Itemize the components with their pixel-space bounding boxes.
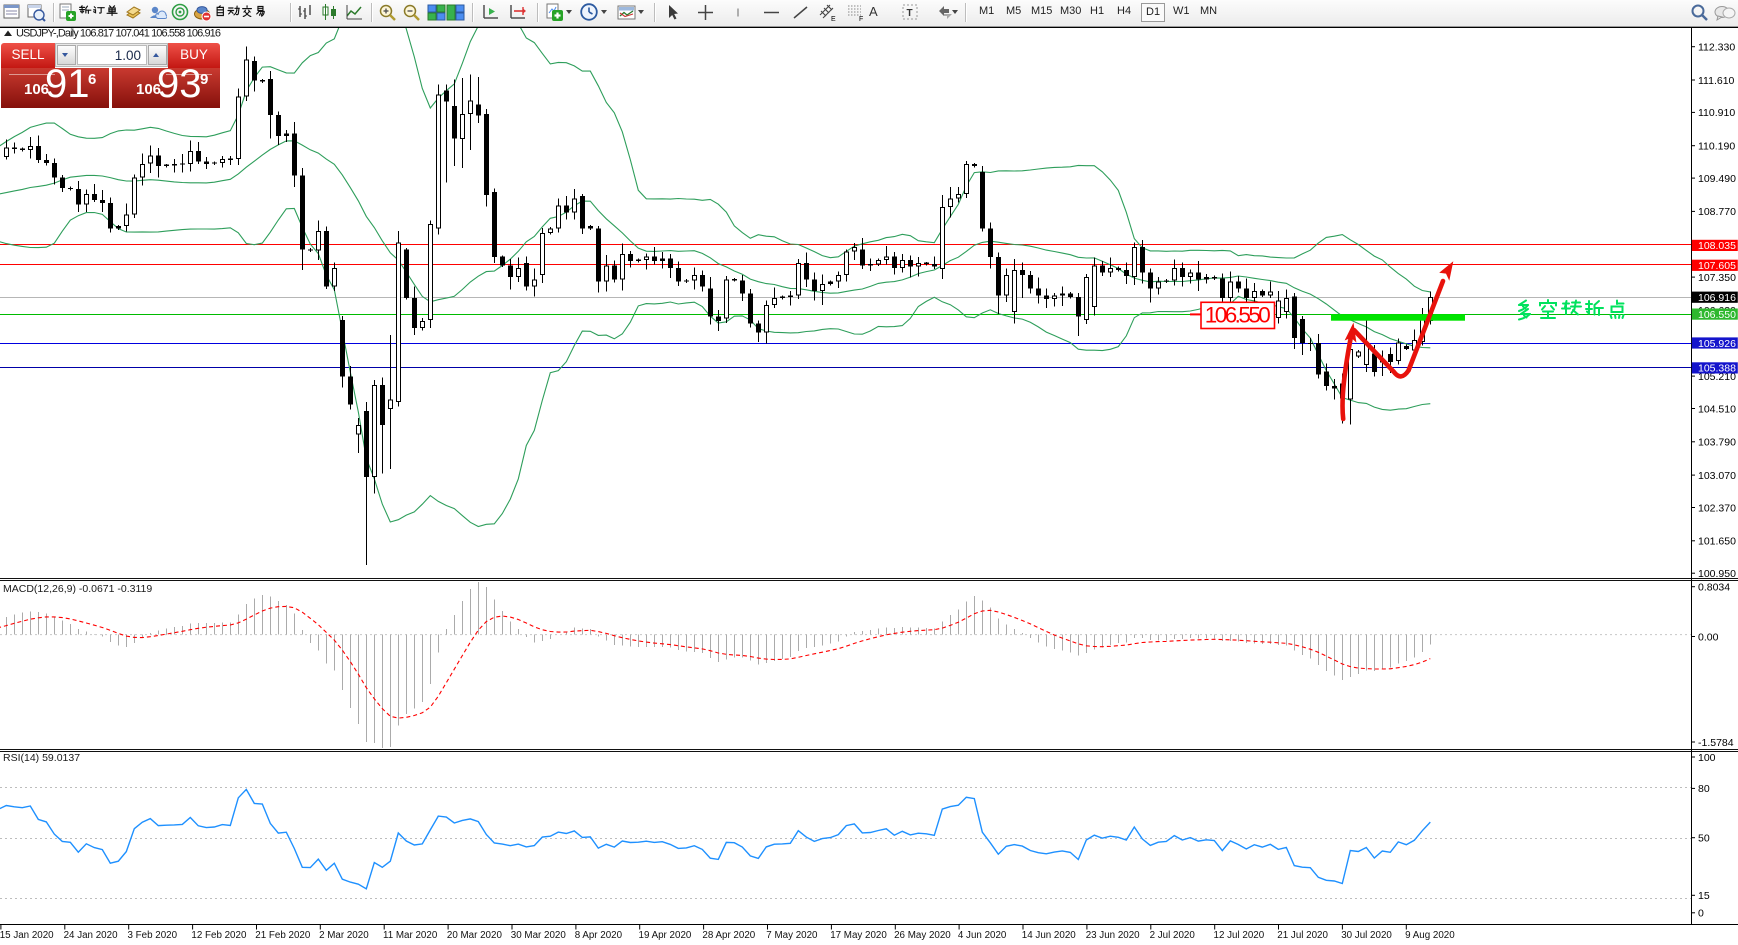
svg-text:15: 15 [1698, 890, 1710, 902]
svg-text:21 Jul 2020: 21 Jul 2020 [1277, 930, 1328, 941]
svg-text:USDJPY-,Daily 106.817 107.041: USDJPY-,Daily 106.817 107.041 106.558 10… [16, 28, 221, 40]
svg-text:103.070: 103.070 [1698, 470, 1736, 482]
svg-text:9 Aug 2020: 9 Aug 2020 [1405, 930, 1455, 941]
svg-text:109.490: 109.490 [1698, 173, 1736, 185]
svg-text:E: E [831, 16, 836, 22]
svg-text:100: 100 [1698, 752, 1716, 764]
svg-text:T: T [907, 8, 913, 19]
svg-text:110.190: 110.190 [1698, 141, 1735, 153]
svg-text:17 May 2020: 17 May 2020 [830, 930, 887, 941]
svg-text:-1.5784: -1.5784 [1698, 737, 1734, 749]
svg-text:112.330: 112.330 [1698, 42, 1735, 54]
svg-text:0: 0 [1698, 908, 1704, 920]
svg-text:105.388: 105.388 [1698, 363, 1736, 375]
svg-text:28 Apr 2020: 28 Apr 2020 [702, 930, 755, 941]
svg-text:14 Jun 2020: 14 Jun 2020 [1022, 930, 1076, 941]
svg-text:0.8034: 0.8034 [1698, 582, 1730, 594]
svg-text:20 Mar 2020: 20 Mar 2020 [447, 930, 503, 941]
svg-text:2 Jul 2020: 2 Jul 2020 [1150, 930, 1196, 941]
svg-text:108.770: 108.770 [1698, 206, 1736, 218]
svg-text:101.650: 101.650 [1698, 536, 1736, 548]
svg-text:102.370: 102.370 [1698, 502, 1736, 514]
svg-text:107.350: 107.350 [1698, 272, 1736, 284]
svg-text:4 Jun 2020: 4 Jun 2020 [958, 930, 1007, 941]
svg-text:26 May 2020: 26 May 2020 [894, 930, 951, 941]
svg-text:106.550: 106.550 [1698, 309, 1736, 321]
svg-text:F: F [859, 16, 863, 22]
svg-text:111.610: 111.610 [1698, 75, 1735, 87]
svg-text:103.790: 103.790 [1698, 437, 1736, 449]
svg-text:12 Feb 2020: 12 Feb 2020 [191, 930, 247, 941]
svg-text:23 Jun 2020: 23 Jun 2020 [1086, 930, 1140, 941]
svg-text:19 Apr 2020: 19 Apr 2020 [639, 930, 692, 941]
svg-text:RSI(14) 59.0137: RSI(14) 59.0137 [3, 752, 80, 764]
svg-text:MACD(12,26,9) -0.0671 -0.3119: MACD(12,26,9) -0.0671 -0.3119 [3, 583, 152, 595]
svg-text:100.950: 100.950 [1698, 568, 1736, 580]
svg-text:110.910: 110.910 [1698, 107, 1735, 119]
svg-text:106.550: 106.550 [1205, 303, 1271, 328]
svg-text:30 Mar 2020: 30 Mar 2020 [511, 930, 567, 941]
svg-text:2 Mar 2020: 2 Mar 2020 [319, 930, 369, 941]
svg-text:105.926: 105.926 [1698, 338, 1736, 350]
svg-text:3 Feb 2020: 3 Feb 2020 [128, 930, 178, 941]
svg-text:12 Jul 2020: 12 Jul 2020 [1214, 930, 1265, 941]
svg-text:107.605: 107.605 [1698, 260, 1736, 272]
svg-text:15 Jan 2020: 15 Jan 2020 [0, 930, 54, 941]
svg-text:50: 50 [1698, 833, 1710, 845]
svg-text:104.510: 104.510 [1698, 403, 1736, 415]
svg-text:108.035: 108.035 [1698, 240, 1736, 252]
svg-text:21 Feb 2020: 21 Feb 2020 [255, 930, 311, 941]
svg-text:106.916: 106.916 [1698, 292, 1736, 304]
svg-text:0.00: 0.00 [1698, 631, 1719, 643]
svg-text:30 Jul 2020: 30 Jul 2020 [1341, 930, 1392, 941]
svg-text:80: 80 [1698, 783, 1710, 795]
svg-text:7 May 2020: 7 May 2020 [766, 930, 818, 941]
svg-text:8 Apr 2020: 8 Apr 2020 [575, 930, 623, 941]
svg-text:105.210: 105.210 [1698, 371, 1736, 383]
svg-text:11 Mar 2020: 11 Mar 2020 [383, 930, 438, 941]
svg-text:24 Jan 2020: 24 Jan 2020 [64, 930, 118, 941]
